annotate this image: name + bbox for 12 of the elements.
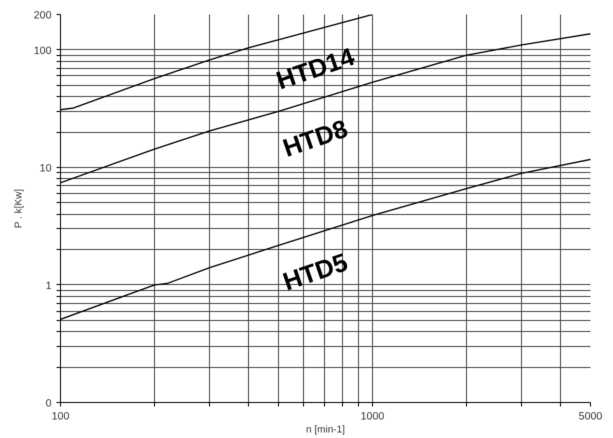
x-tick-label: 5000 [578, 410, 602, 422]
y-tick-label: 200 [34, 10, 52, 22]
text: HTD14 [273, 42, 358, 96]
x-tick-label: 1000 [360, 410, 384, 422]
y-axis-title: P . k[Kw] [14, 188, 25, 228]
y-tick-label: 10 [40, 162, 52, 174]
y-tick-label: 1 [46, 280, 52, 292]
y-tick-label: 0 [46, 398, 52, 410]
x-axis-title: n [min-1] [306, 424, 346, 436]
y-tick-label: 100 [34, 44, 52, 57]
text: HTD8 [280, 114, 352, 163]
text: HTD5 [280, 248, 352, 296]
